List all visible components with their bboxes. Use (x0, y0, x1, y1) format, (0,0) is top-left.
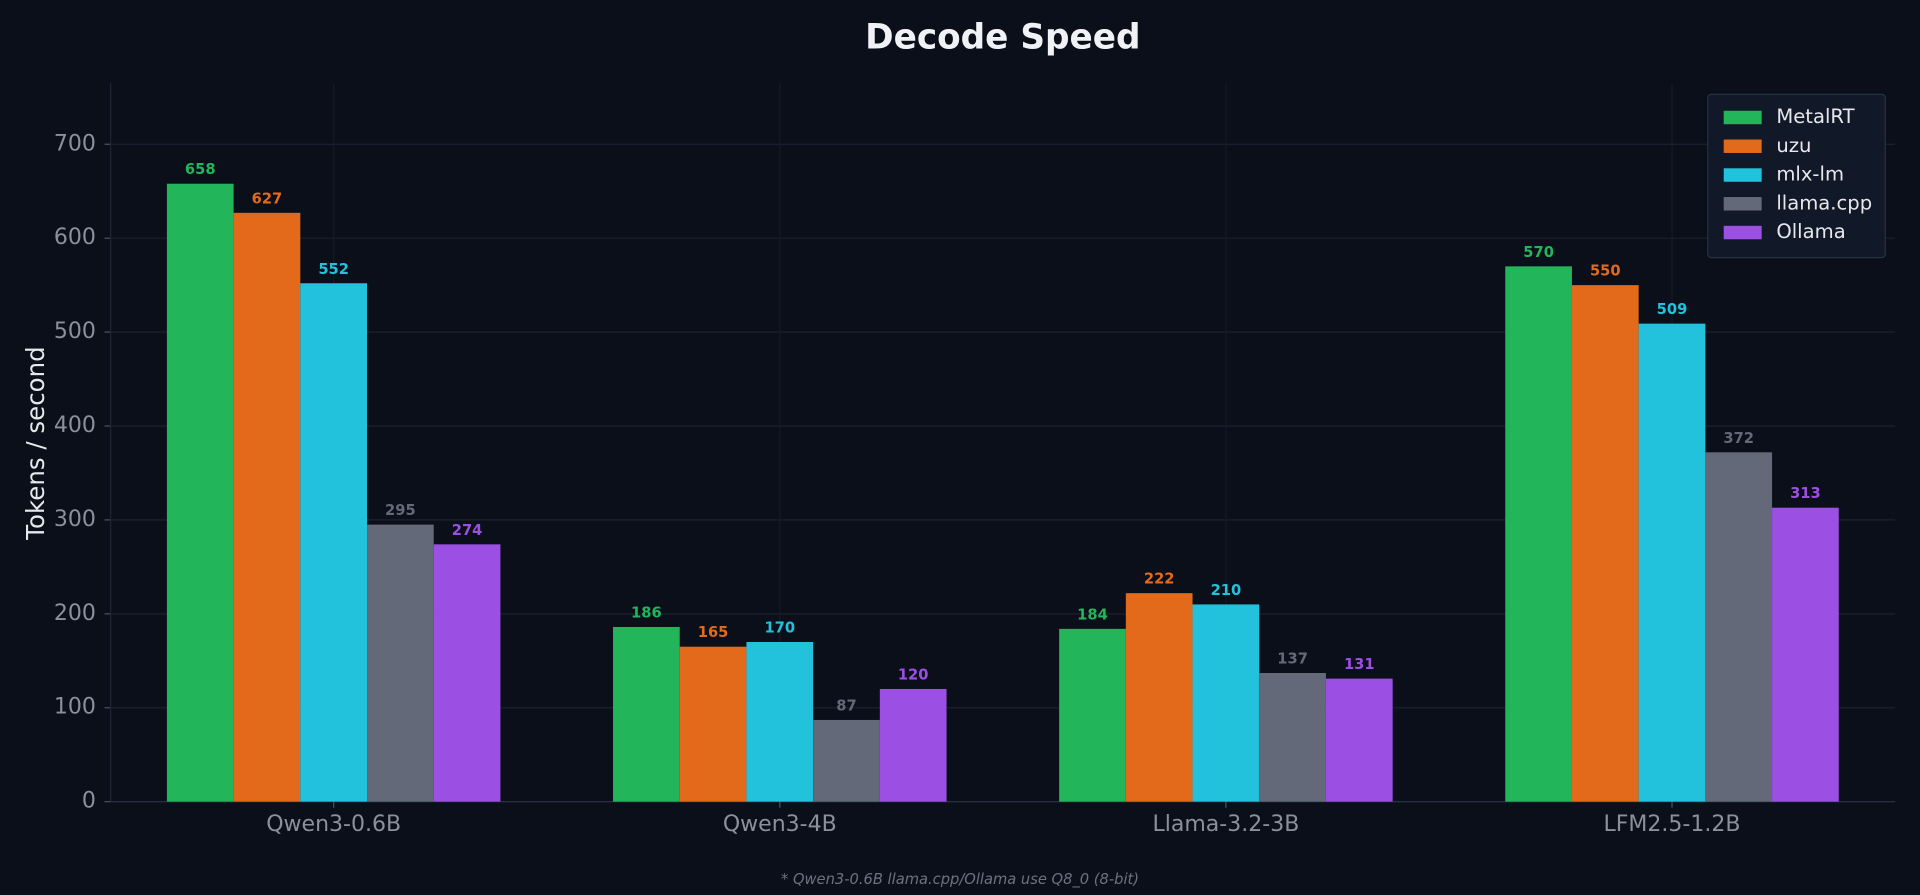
value-label: 170 (764, 620, 795, 637)
bar (166, 183, 234, 802)
bar (1125, 593, 1193, 802)
value-label: 550 (1590, 263, 1621, 280)
chart-title: Decode Speed (865, 18, 1140, 58)
value-label: 184 (1077, 606, 1108, 623)
legend-swatch (1723, 225, 1762, 240)
bar (1571, 285, 1639, 802)
value-label: 210 (1211, 582, 1242, 599)
bar (233, 212, 301, 802)
value-label: 165 (698, 624, 729, 641)
legend-label: llama.cpp (1776, 191, 1872, 214)
y-tick-label: 500 (54, 319, 96, 344)
y-tick-label: 400 (54, 413, 96, 438)
x-tick-label: Qwen3-4B (723, 812, 837, 837)
bar (1772, 507, 1839, 802)
y-tick-label: 700 (54, 131, 96, 156)
legend-label: uzu (1776, 134, 1811, 157)
legend-label: Ollama (1776, 220, 1845, 243)
legend-swatch (1723, 197, 1762, 211)
bar (367, 524, 434, 802)
value-label: 627 (252, 190, 283, 207)
bar (1638, 323, 1706, 802)
value-label: 570 (1523, 244, 1554, 261)
value-label: 313 (1790, 485, 1821, 502)
bar (1259, 672, 1326, 802)
y-axis-label: Tokens / second (21, 346, 50, 540)
value-label: 372 (1723, 430, 1754, 447)
x-tick-label: Qwen3-0.6B (266, 812, 401, 837)
value-label: 552 (318, 261, 349, 278)
bar (1059, 628, 1126, 802)
legend-box (1707, 93, 1886, 259)
bar (613, 626, 680, 802)
legend: MetalRT uzu mlx-lm llama.cpp Ollama (1707, 93, 1886, 259)
bar (679, 646, 747, 802)
bar (746, 642, 814, 802)
bar (813, 719, 880, 802)
bar (879, 688, 947, 802)
value-label: 509 (1657, 301, 1688, 318)
legend-swatch (1723, 110, 1762, 125)
value-label: 131 (1344, 656, 1375, 673)
bar (1192, 604, 1260, 802)
value-label: 222 (1144, 571, 1175, 588)
x-tick-label: Llama-3.2-3B (1152, 812, 1299, 837)
legend-label: mlx-lm (1776, 163, 1844, 186)
legend-swatch (1723, 139, 1762, 153)
y-tick-label: 300 (54, 507, 96, 532)
y-tick-label: 200 (54, 601, 96, 626)
bar (300, 283, 368, 802)
bar (433, 544, 501, 802)
y-tick-label: 600 (54, 225, 96, 250)
value-label: 186 (631, 605, 662, 622)
footnote: * Qwen3-0.6B llama.cpp/Ollama use Q8_0 (… (781, 871, 1139, 888)
value-label: 274 (452, 522, 483, 539)
bar (1705, 452, 1773, 802)
value-label: 120 (898, 666, 929, 683)
value-label: 658 (185, 161, 216, 178)
y-tick-label: 0 (82, 789, 96, 814)
legend-swatch (1723, 168, 1762, 182)
y-tick-label: 100 (54, 695, 96, 720)
legend-label: MetalRT (1776, 105, 1855, 128)
value-label: 295 (385, 502, 416, 519)
bar (1505, 266, 1572, 802)
x-tick-label: LFM2.5-1.2B (1604, 812, 1741, 837)
value-label: 137 (1277, 651, 1308, 668)
value-label: 87 (836, 697, 856, 714)
bar (1325, 678, 1393, 802)
